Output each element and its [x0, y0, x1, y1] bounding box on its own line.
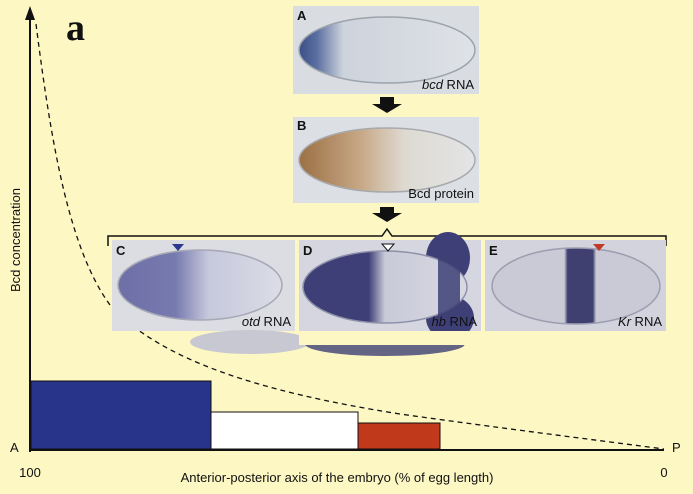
- axis-end-anterior: A: [10, 440, 19, 455]
- panel-b-caption: Bcd protein: [408, 186, 474, 201]
- panel-a-letter: A: [297, 8, 307, 23]
- panel-d: D hb RNA: [299, 232, 481, 356]
- x-tick-end: 0: [660, 465, 667, 480]
- panel-e-letter: E: [489, 243, 498, 258]
- panel-c-marker-icon: [172, 244, 184, 251]
- y-axis-label: Bcd concentration: [8, 188, 23, 292]
- panel-d-marker-icon: [380, 243, 396, 252]
- domain-bar-otd: [30, 380, 212, 450]
- y-axis: [25, 6, 35, 452]
- bcd-gradient-curve: [35, 23, 665, 450]
- y-axis-arrow-icon: [25, 6, 35, 20]
- panel-a: A bcd RNA: [293, 6, 479, 94]
- panel-b: B Bcd protein: [293, 117, 479, 203]
- panel-e-marker-icon: [593, 244, 605, 251]
- panel-c: C otd RNA: [112, 240, 310, 354]
- panel-d-caption: hb RNA: [431, 314, 477, 329]
- arrow-down-icon: [372, 207, 402, 222]
- panel-c-caption: otd RNA: [242, 314, 291, 329]
- axis-end-posterior: P: [672, 440, 681, 455]
- x-tick-start: 100: [19, 465, 41, 480]
- x-axis-label: Anterior-posterior axis of the embryo (%…: [181, 470, 494, 485]
- panel-b-letter: B: [297, 118, 306, 133]
- panel-a-caption: bcd RNA: [422, 77, 474, 92]
- domain-bar-kr: [357, 422, 441, 450]
- panel-bracket: [107, 227, 667, 246]
- figure-label: a: [66, 7, 85, 49]
- panel-e-caption: Kr RNA: [618, 314, 662, 329]
- panel-c-letter: C: [116, 243, 126, 258]
- arrow-down-icon: [372, 97, 402, 113]
- panel-d-letter: D: [303, 243, 312, 258]
- domain-bar-hb: [210, 411, 359, 450]
- panel-e: E Kr RNA: [485, 240, 666, 331]
